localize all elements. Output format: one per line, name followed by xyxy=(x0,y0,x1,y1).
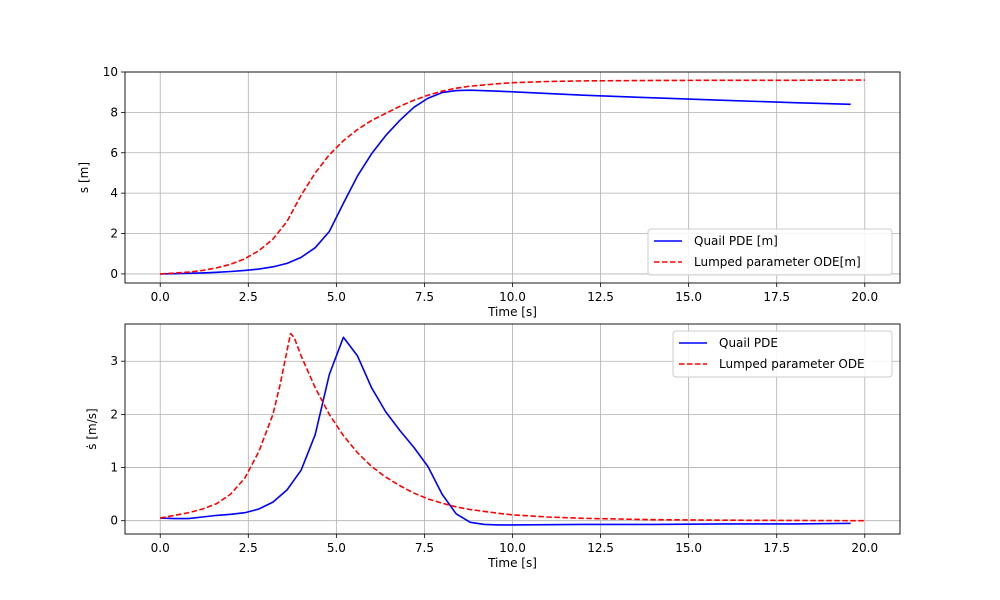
x-tick-label: 7.5 xyxy=(415,541,434,555)
x-tick-label: 0.0 xyxy=(151,541,170,555)
x-tick-label: 15.0 xyxy=(675,290,702,304)
y-tick-label: 0 xyxy=(110,514,118,528)
y-tick-label: 1 xyxy=(110,461,118,475)
x-tick-label: 2.5 xyxy=(239,290,258,304)
y-tick-label: 10 xyxy=(103,65,118,79)
x-tick-label: 10.0 xyxy=(499,541,526,555)
y-axis-label: ṡ [m/s] xyxy=(85,408,99,449)
x-tick-label: 17.5 xyxy=(763,541,790,555)
subplot-1: 0.0 2.5 5.0 7.5 10.0 12.5 15.0 17.5 20.0 0 2 4 6 8 10 T… xyxy=(77,65,901,319)
x-tick-label: 20.0 xyxy=(851,290,878,304)
x-axis-label: Time [s] xyxy=(487,305,537,319)
legend: Quail PDE Lumped parameter ODE xyxy=(672,330,893,378)
y-tick-label: 8 xyxy=(110,105,118,119)
x-tick-label: 5.0 xyxy=(327,541,346,555)
legend-label-ode: Lumped parameter ODE xyxy=(719,357,865,371)
x-tick-label: 7.5 xyxy=(415,290,434,304)
y-tick-label: 0 xyxy=(110,267,118,281)
x-tick-label: 17.5 xyxy=(763,290,790,304)
x-tick-label: 12.5 xyxy=(587,290,614,304)
y-tick-label: 6 xyxy=(110,146,118,160)
series-line-ode xyxy=(160,79,865,275)
legend-box xyxy=(647,228,893,276)
legend-label-pde: Quail PDE xyxy=(719,336,778,350)
x-tick-label: 2.5 xyxy=(239,541,258,555)
y-axis-label: s [m] xyxy=(77,162,91,193)
y-tick-label: 4 xyxy=(110,186,118,200)
subplot-2: 0.0 2.5 5.0 7.5 10.0 12.5 15.0 17.5 20.0 0 1 2 3 Time… xyxy=(85,323,901,570)
series-line-pde xyxy=(160,89,851,275)
legend-box xyxy=(672,330,893,378)
legend-label-ode: Lumped parameter ODE[m] xyxy=(694,255,861,269)
y-tick-label: 2 xyxy=(110,227,118,241)
x-tick-label: 10.0 xyxy=(499,290,526,304)
y-tick-label: 2 xyxy=(110,407,118,421)
x-tick-label: 15.0 xyxy=(675,541,702,555)
x-tick-label: 20.0 xyxy=(851,541,878,555)
x-tick-label: 5.0 xyxy=(327,290,346,304)
y-tick-label: 3 xyxy=(110,354,118,368)
series-line-pde xyxy=(160,336,851,526)
legend-label-pde: Quail PDE [m] xyxy=(694,234,778,248)
x-tick-label: 12.5 xyxy=(587,541,614,555)
x-tick-label: 0.0 xyxy=(151,290,170,304)
x-axis-label: Time [s] xyxy=(487,556,537,570)
legend: Quail PDE [m] Lumped parameter ODE[m] xyxy=(647,228,893,276)
